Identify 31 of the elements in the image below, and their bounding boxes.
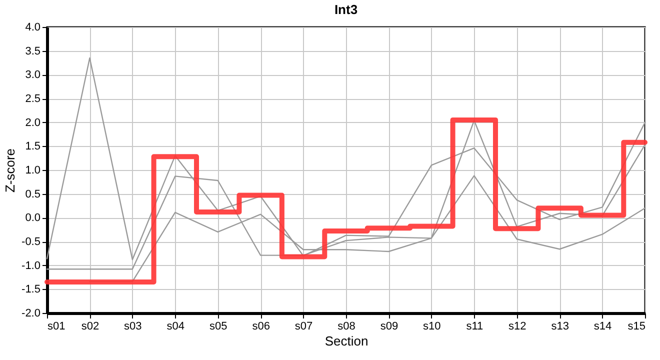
x-tick-label: s12 <box>508 320 526 332</box>
y-axis-title: Z-score <box>2 148 18 193</box>
y-tick-label: 0.0 <box>25 212 40 224</box>
x-axis-title: Section <box>324 334 368 348</box>
y-tick-label: 3.5 <box>25 45 40 58</box>
x-tick-label: s13 <box>551 320 569 332</box>
x-tick-label: s15 <box>628 320 646 332</box>
x-tick-label: s10 <box>423 320 441 332</box>
y-tick-label: -0.5 <box>22 236 40 248</box>
x-tick-label: s08 <box>338 320 356 332</box>
x-tick-label: s14 <box>594 320 612 332</box>
y-tick-label: 2.0 <box>25 116 40 129</box>
y-tick-label: 1.5 <box>25 140 40 153</box>
x-tick-label: s11 <box>466 320 484 332</box>
x-tick-label: s09 <box>380 320 398 332</box>
x-tick-label: s07 <box>294 320 313 332</box>
y-tick-label: -1.0 <box>22 260 40 272</box>
x-tick-label: s03 <box>124 320 142 332</box>
y-tick-label: 0.5 <box>25 188 40 200</box>
chart-title: Int3 <box>334 2 358 17</box>
y-tick-label: -1.5 <box>22 284 40 296</box>
x-tick-label: s01 <box>48 320 66 332</box>
x-tick-label: s05 <box>209 320 228 332</box>
x-tick-label: s04 <box>166 320 185 332</box>
y-tick-label: 4.0 <box>25 22 40 34</box>
x-tick-label: s06 <box>252 320 270 332</box>
x-tick-label: s02 <box>81 320 100 332</box>
y-tick-label: 1.0 <box>25 164 40 176</box>
y-tick-label: 2.5 <box>25 93 40 105</box>
y-tick-label: -2.0 <box>22 308 40 320</box>
y-tick-label: 3.0 <box>25 69 40 82</box>
